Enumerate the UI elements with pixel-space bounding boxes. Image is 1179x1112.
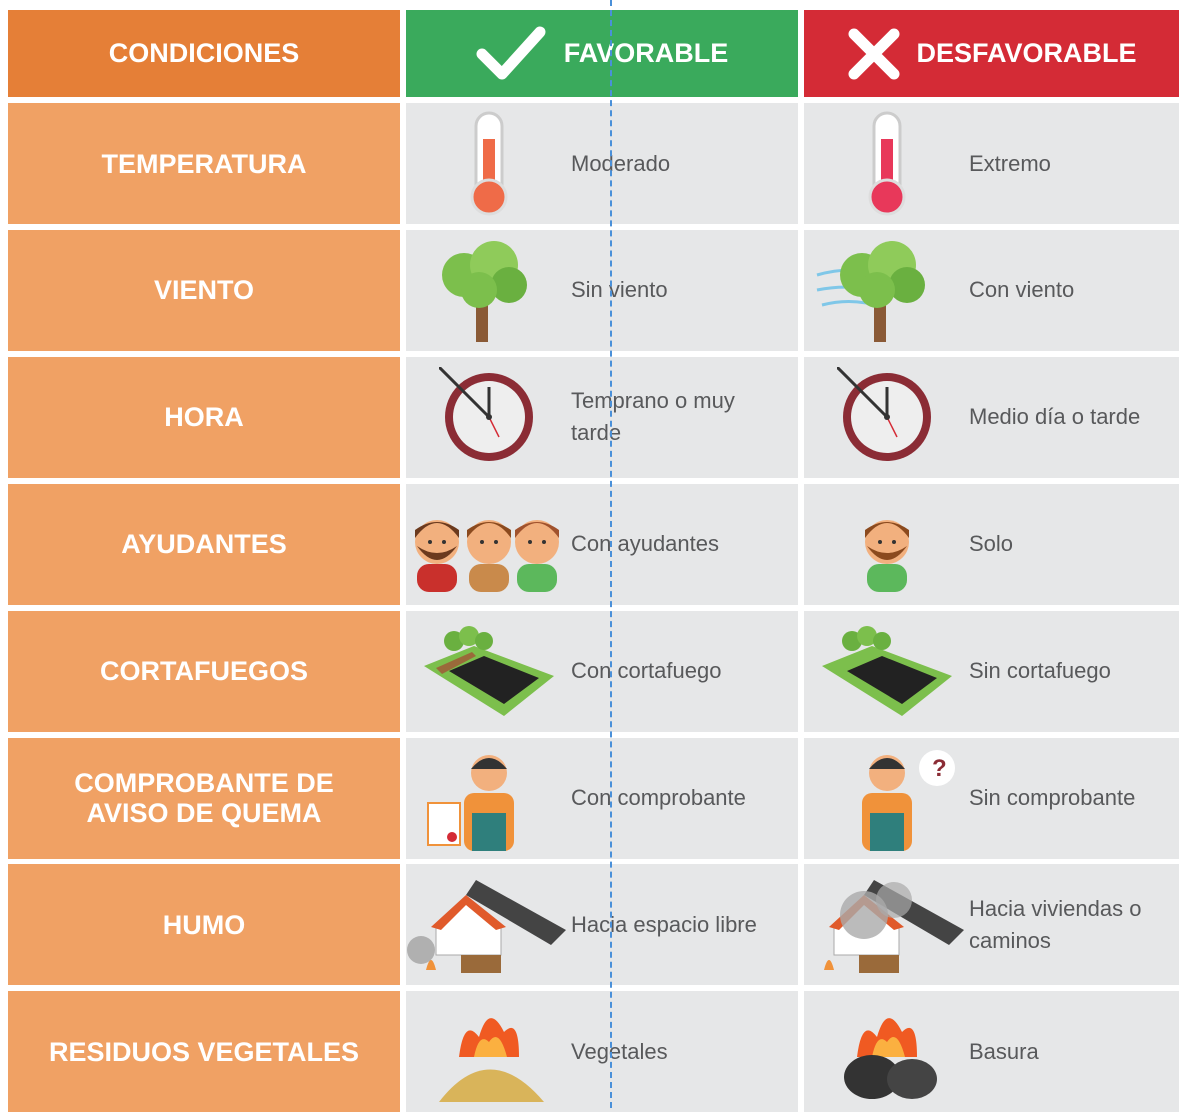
unfavorable-cell: Sin cortafuego [804, 610, 1179, 732]
header-text: FAVORABLE [563, 38, 729, 68]
icon [406, 866, 571, 984]
condition-cell: AYUDANTES [8, 483, 400, 605]
favorable-cell: Con cortafuego [406, 610, 798, 732]
cell-text: Con ayudantes [571, 531, 719, 557]
icon [406, 739, 571, 857]
cell-text: Vegetales [571, 1038, 668, 1064]
condition-label: CORTAFUEGOS [100, 656, 308, 687]
icon [406, 993, 571, 1111]
cell-text: Temprano o muy tarde [571, 388, 735, 446]
condition-label: COMPROBANTE DE AVISO DE QUEMA [74, 768, 334, 828]
icon [804, 993, 969, 1111]
unfavorable-cell: ? Sin comprobante [804, 737, 1179, 859]
unfavorable-cell: Medio día o tarde [804, 356, 1179, 478]
condition-label: TEMPERATURA [101, 148, 307, 179]
condition-cell: CORTAFUEGOS [8, 610, 400, 732]
icon [406, 231, 571, 349]
unfavorable-cell: Hacia viviendas o caminos [804, 864, 1179, 986]
icon [406, 485, 571, 603]
unfavorable-cell: Extremo [804, 103, 1179, 224]
header-cell: CONDICIONES [8, 10, 400, 97]
unfavorable-cell: Basura [804, 991, 1179, 1112]
header-cell: FAVORABLE [406, 10, 798, 97]
favorable-cell: Con ayudantes [406, 483, 798, 605]
guide-line [610, 0, 612, 1108]
condition-label: AYUDANTES [121, 529, 287, 560]
condition-cell: HORA [8, 356, 400, 478]
condition-cell: TEMPERATURA [8, 103, 400, 224]
icon: ? [804, 739, 969, 857]
condition-cell: HUMO [8, 864, 400, 986]
check-icon [476, 26, 546, 79]
icon [804, 358, 969, 476]
condition-label: HORA [164, 402, 244, 433]
cell-text: Hacia espacio libre [571, 911, 757, 937]
icon [804, 105, 969, 223]
cross-icon [848, 28, 900, 79]
icon [804, 866, 969, 984]
header-text: DESFAVORABLE [916, 38, 1137, 68]
favorable-cell: Moderado [406, 103, 798, 224]
favorable-cell: Sin viento [406, 229, 798, 351]
cell-text: Sin comprobante [969, 785, 1136, 810]
icon [406, 358, 571, 476]
unfavorable-cell: Con viento [804, 229, 1179, 351]
cell-text: Basura [969, 1038, 1039, 1064]
favorable-cell: Temprano o muy tarde [406, 356, 798, 478]
cell-text: Con viento [969, 277, 1075, 303]
icon [804, 612, 969, 730]
svg-text:?: ? [932, 755, 947, 782]
unfavorable-cell: Solo [804, 483, 1179, 605]
cell-text: Medio día o tarde [969, 404, 1141, 430]
cell-text: Moderado [571, 150, 671, 176]
icon [804, 231, 969, 349]
condition-label: RESIDUOS VEGETALES [48, 1036, 360, 1067]
cell-text: Con cortafuego [571, 658, 722, 684]
condition-cell: VIENTO [8, 229, 400, 351]
icon [406, 612, 571, 730]
condition-cell: RESIDUOS VEGETALES [8, 991, 400, 1112]
cell-text: Hacia viviendas o caminos [969, 895, 1142, 953]
favorable-cell: Hacia espacio libre [406, 864, 798, 986]
condition-label: VIENTO [153, 275, 255, 306]
cell-text: Sin cortafuego [969, 658, 1111, 684]
header-text: CONDICIONES [108, 38, 300, 68]
cell-text: Sin viento [571, 277, 668, 303]
header-cell: DESFAVORABLE [804, 10, 1179, 97]
condition-cell: COMPROBANTE DE AVISO DE QUEMA [8, 737, 400, 859]
favorable-cell: Con comprobante [406, 737, 798, 859]
favorable-cell: Vegetales [406, 991, 798, 1112]
condition-label: HUMO [162, 909, 246, 940]
icon [804, 485, 969, 603]
cell-text: Solo [969, 531, 1014, 557]
cell-text: Con comprobante [571, 785, 746, 810]
cell-text: Extremo [969, 150, 1051, 176]
icon [406, 105, 571, 223]
